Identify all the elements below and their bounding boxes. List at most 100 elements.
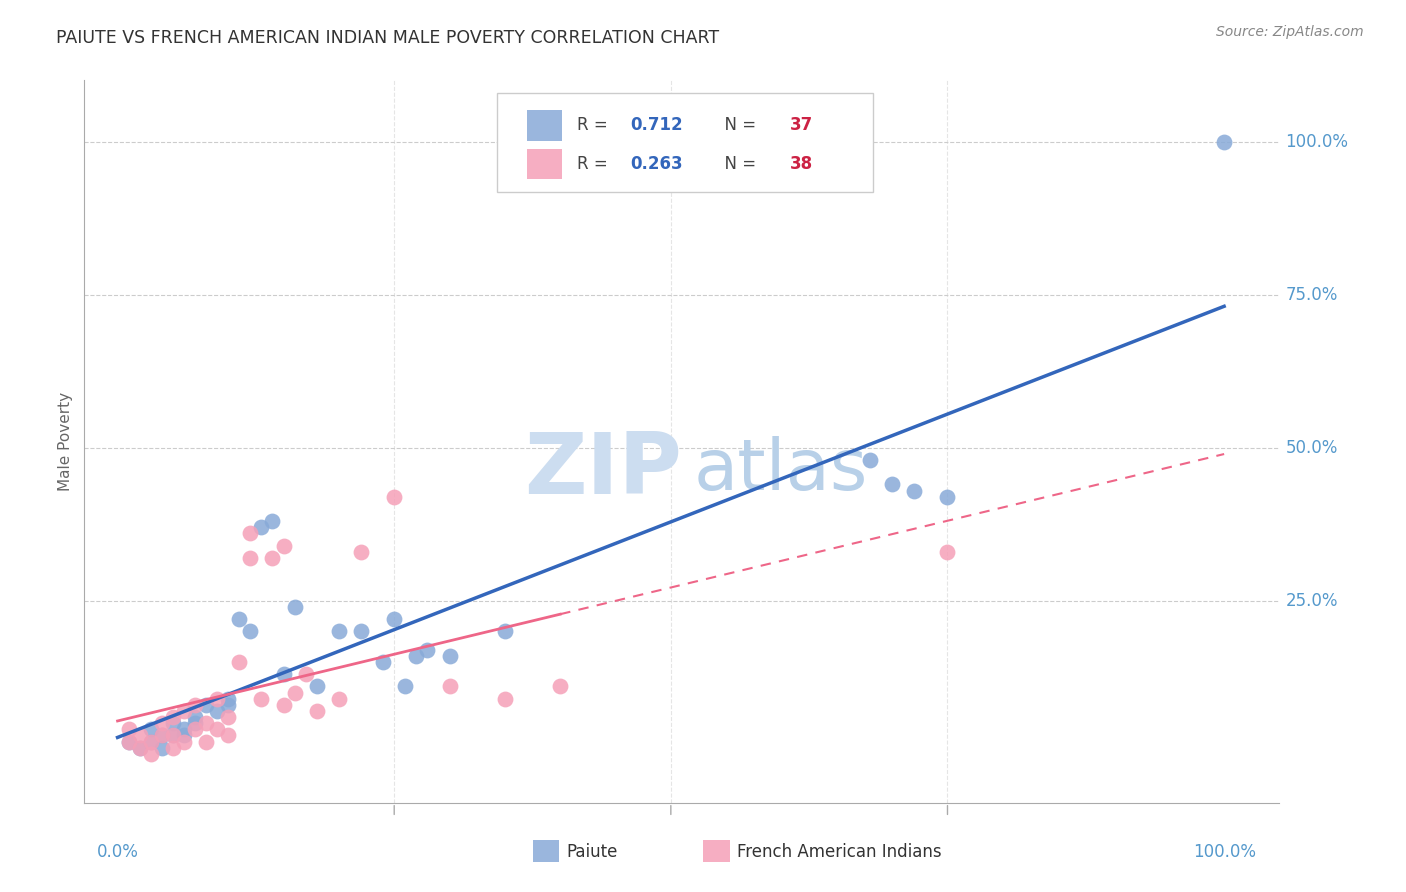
Point (305, 680, 328, 694)
Point (184, 723, 207, 737)
Point (195, 698, 218, 712)
Text: French American Indians: French American Indians (737, 843, 942, 861)
Point (328, 624, 350, 639)
Point (195, 734, 218, 748)
Point (416, 642, 439, 657)
Point (217, 710, 239, 724)
Point (494, 624, 516, 639)
Point (205, 723, 228, 737)
Point (284, 685, 307, 699)
Text: R =: R = (576, 154, 613, 173)
FancyBboxPatch shape (496, 93, 873, 193)
Point (239, 624, 262, 639)
Point (373, 655, 395, 669)
Point (184, 710, 207, 724)
Point (162, 710, 184, 724)
Text: Paiute: Paiute (567, 843, 617, 861)
Point (173, 723, 195, 737)
Point (128, 740, 150, 755)
Point (903, 483, 925, 498)
Point (284, 599, 307, 614)
Text: 0.263: 0.263 (630, 154, 683, 173)
Point (128, 740, 150, 755)
Point (273, 698, 295, 712)
Point (494, 691, 516, 706)
Point (128, 728, 150, 742)
Point (184, 716, 207, 731)
Point (150, 740, 173, 755)
Point (117, 734, 139, 748)
Point (305, 704, 328, 718)
Point (250, 691, 273, 706)
Text: R =: R = (576, 116, 613, 135)
Point (217, 728, 239, 742)
Point (936, 490, 959, 504)
Point (250, 520, 273, 534)
Y-axis label: Male Poverty: Male Poverty (58, 392, 73, 491)
Point (195, 716, 218, 731)
Point (173, 728, 195, 742)
Point (394, 680, 416, 694)
Bar (533, 840, 558, 862)
Point (405, 648, 427, 663)
Text: PAIUTE VS FRENCH AMERICAN INDIAN MALE POVERTY CORRELATION CHART: PAIUTE VS FRENCH AMERICAN INDIAN MALE PO… (56, 29, 720, 47)
Text: 75.0%: 75.0% (1285, 285, 1339, 303)
Bar (527, 111, 562, 141)
Point (139, 747, 162, 761)
Point (382, 612, 405, 626)
Point (205, 691, 228, 706)
Text: 0.0%: 0.0% (97, 843, 139, 861)
Point (936, 545, 959, 559)
Text: N =: N = (714, 154, 762, 173)
Point (548, 680, 571, 694)
Point (239, 550, 262, 565)
Point (150, 716, 173, 731)
Point (162, 728, 184, 742)
Point (228, 655, 250, 669)
Point (350, 624, 373, 639)
Point (439, 680, 461, 694)
Point (205, 704, 228, 718)
Point (328, 691, 350, 706)
Point (173, 704, 195, 718)
Point (273, 667, 295, 681)
Point (350, 545, 373, 559)
Point (273, 539, 295, 553)
Text: 38: 38 (790, 154, 813, 173)
Point (139, 723, 162, 737)
Point (162, 716, 184, 731)
Point (294, 667, 316, 681)
Point (1213, 135, 1236, 149)
Text: atlas: atlas (695, 436, 869, 505)
Text: ZIP: ZIP (524, 429, 682, 512)
Text: 100.0%: 100.0% (1285, 133, 1348, 151)
Text: Source: ZipAtlas.com: Source: ZipAtlas.com (1216, 25, 1364, 39)
Text: N =: N = (714, 116, 762, 135)
Point (228, 612, 250, 626)
Point (882, 477, 904, 491)
Point (117, 734, 139, 748)
Point (262, 550, 284, 565)
Point (150, 728, 173, 742)
Point (173, 734, 195, 748)
Text: 37: 37 (790, 116, 813, 135)
Point (184, 698, 207, 712)
Text: 50.0%: 50.0% (1285, 439, 1339, 457)
Point (382, 490, 405, 504)
Point (139, 734, 162, 748)
Point (262, 514, 284, 528)
Point (217, 691, 239, 706)
Point (162, 728, 184, 742)
Text: 25.0%: 25.0% (1285, 591, 1339, 610)
Text: 100.0%: 100.0% (1192, 843, 1256, 861)
Point (150, 728, 173, 742)
Text: 0.712: 0.712 (630, 116, 683, 135)
Point (162, 740, 184, 755)
Point (439, 648, 461, 663)
Point (139, 734, 162, 748)
Point (239, 526, 262, 541)
Point (217, 698, 239, 712)
Bar (703, 840, 730, 862)
Point (859, 453, 882, 467)
Bar (527, 149, 562, 179)
